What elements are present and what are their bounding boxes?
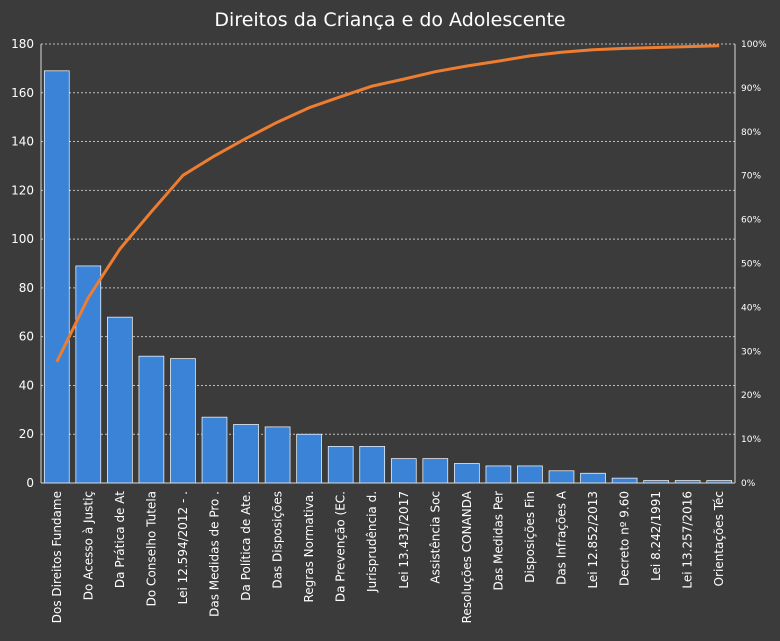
category-label: Lei 8.242/1991 [649,491,663,581]
axes [40,44,736,484]
bar [548,470,575,484]
category-label: Das Medidas de Pro . [208,491,222,617]
left-tick-label: 120 [11,183,34,197]
bar [517,465,543,484]
left-tick-label: 80 [19,281,34,295]
category-label: Lei 12.594/2012 - . [176,491,190,604]
bar [233,424,259,484]
category-label: Disposições Fin [523,491,537,583]
right-tick-label: 90% [741,84,761,94]
right-tick-label: 30% [741,347,761,357]
left-tick-label: 40 [19,378,34,392]
category-label: Da Prática de At [113,491,127,588]
left-tick-label: 60 [19,330,34,344]
right-tick-label: 0% [741,479,756,489]
bar [43,70,70,484]
right-tick-label: 70% [741,172,761,182]
category-label: Dos Direitos Fundame [50,491,64,623]
bar [75,265,102,484]
bar [170,358,196,484]
category-label: Do Acesso à Justiç [81,491,95,600]
category-label: Assistência Soc [428,491,442,584]
category-label: Orientações Téc [712,491,726,586]
bar [327,446,354,484]
bar [296,433,322,484]
category-label: Lei 12.852/2013 [586,491,600,589]
bar-series [43,70,733,484]
right-tick-label: 40% [741,303,761,313]
bar [107,316,133,484]
right-tick-label: 100% [741,40,767,50]
category-labels: Dos Direitos Fundame Do Acesso à Justiç Da… [50,490,726,623]
bar [611,477,638,484]
category-label: Da Prevenção (EC. [334,491,348,602]
category-label: Regras Normativa. [302,491,316,603]
bar [454,463,480,484]
bar [422,458,449,484]
bar [580,472,606,484]
left-axis-ticks: 0 20 40 60 80 100 120 140 160 180 [11,37,34,490]
chart-title: Direitos da Criança e do Adolescente [214,9,565,31]
bar [138,355,165,484]
bar [264,426,291,484]
bar [359,446,386,484]
right-axis-ticks: 0% 10% 20% 30% 40% 50% 60% 70% 80% 90% 100% [741,40,767,489]
left-tick-label: 140 [11,135,34,149]
left-tick-label: 160 [11,86,34,100]
left-tick-label: 0 [26,476,34,490]
right-tick-label: 20% [741,391,761,401]
cumulative-line [55,44,720,363]
category-label: Jurisprudência d. [365,491,379,593]
category-label: Decreto nº 9.60 [618,491,632,586]
category-label: Lei 13.257/2016 [681,491,695,589]
cumulative-line-series [55,44,720,363]
bar [390,458,417,484]
bar [201,416,228,484]
category-label: Das Infrações A [555,490,569,585]
right-tick-label: 50% [741,260,761,270]
category-label: Resoluções CONANDA [460,490,474,623]
category-label: Da Política de Ate. [239,491,253,601]
category-label: Das Medidas Per [491,491,505,591]
left-tick-label: 20 [19,427,34,441]
right-tick-label: 60% [741,216,761,226]
right-tick-label: 10% [741,435,761,445]
bar [485,465,512,484]
left-tick-label: 180 [11,37,34,51]
right-tick-label: 80% [741,128,761,138]
left-tick-label: 100 [11,232,34,246]
category-label: Das Disposições [271,491,285,589]
category-label: Lei 13.431/2017 [397,491,411,589]
category-label: Do Conselho Tutela [144,491,158,606]
